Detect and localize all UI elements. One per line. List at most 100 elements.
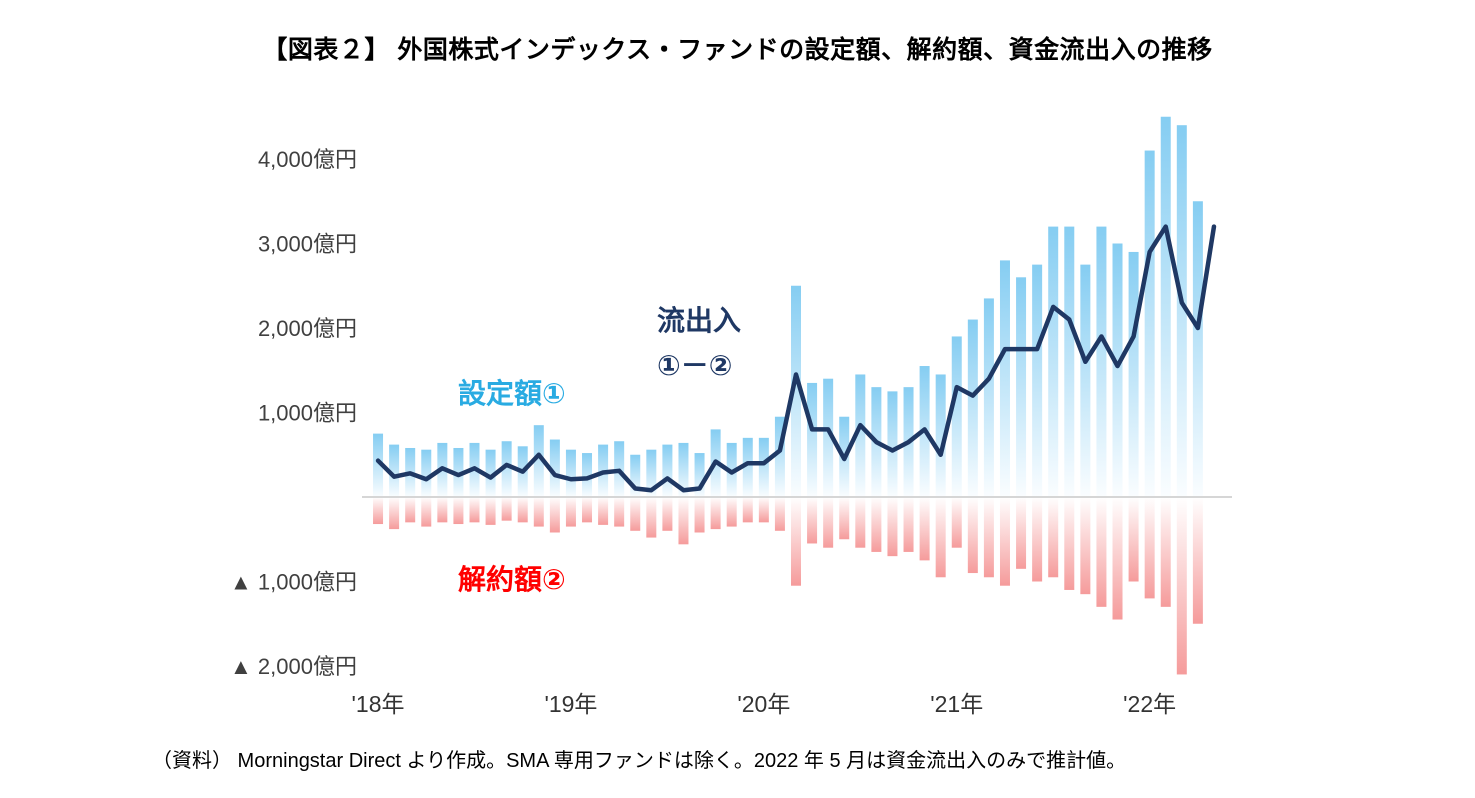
subscription-bar xyxy=(485,449,496,497)
subscription-bar xyxy=(791,285,801,497)
x-tick-label: '22年 xyxy=(1123,691,1176,717)
subscription-bar xyxy=(999,260,1010,497)
redemption-bar xyxy=(598,497,609,525)
redemption-bar xyxy=(678,497,689,545)
redemption-bar xyxy=(485,497,496,525)
redemption-bar xyxy=(1144,497,1155,599)
net-flow-line xyxy=(375,224,1217,493)
redemption-bar xyxy=(935,497,946,578)
redemption-bar xyxy=(501,497,512,521)
redemption-bar xyxy=(903,497,914,552)
redemption-bar xyxy=(389,497,400,530)
redemption-bar xyxy=(1064,497,1075,590)
subscription-bar xyxy=(1192,201,1203,497)
redemption-bar xyxy=(967,497,978,574)
subscription-bar xyxy=(823,378,834,497)
redemptions-label: 解約額② xyxy=(458,564,566,595)
subscription-bar xyxy=(1128,251,1139,497)
net-flow-label-line1: 流出入 xyxy=(657,305,742,336)
redemption-bar xyxy=(533,497,544,527)
x-tick-label: '18年 xyxy=(352,691,405,717)
subscription-bar xyxy=(549,439,560,497)
subscription-bar xyxy=(1112,243,1123,497)
subscription-bar xyxy=(533,425,544,497)
subscription-bar xyxy=(1144,150,1155,498)
redemption-bar xyxy=(1080,497,1091,595)
redemption-bar xyxy=(421,497,432,527)
subscription-bar xyxy=(742,437,753,497)
redemption-bar xyxy=(614,497,625,527)
redemption-bar xyxy=(887,497,898,557)
redemption-bar xyxy=(742,497,753,523)
y-tick-label: 3,000億円 xyxy=(258,232,357,257)
subscription-bar xyxy=(967,319,978,497)
redemption-bar xyxy=(1048,497,1059,578)
redemption-bar xyxy=(758,497,769,523)
subscription-bar xyxy=(807,382,818,497)
redemption-bar xyxy=(807,497,818,544)
x-tick-label: '19年 xyxy=(544,691,597,717)
redemption-bar xyxy=(1128,497,1139,582)
redemption-bar xyxy=(1160,497,1171,607)
redemption-bar xyxy=(983,497,994,578)
redemption-bar xyxy=(951,497,962,548)
redemption-bar xyxy=(582,497,593,523)
redemption-bar xyxy=(469,497,480,523)
subscription-bar xyxy=(774,416,785,497)
y-tick-label: ▲ 1,000億円 xyxy=(230,570,357,595)
redemption-bar xyxy=(694,497,705,533)
redemption-bar xyxy=(1192,497,1203,624)
chart-title: 【図表２】 外国株式インデックス・ファンドの設定額、解約額、資金流出入の推移 xyxy=(262,36,1213,64)
redemption-bar xyxy=(823,497,834,548)
subscription-bar xyxy=(662,444,673,497)
x-tick-label: '20年 xyxy=(737,691,790,717)
redemption-bar xyxy=(565,497,576,527)
y-tick-label: 2,000億円 xyxy=(258,316,357,341)
subscription-bar xyxy=(1064,226,1075,497)
subscription-bar xyxy=(1096,226,1107,497)
y-tick-label: 1,000億円 xyxy=(258,401,357,426)
subscription-bar xyxy=(1160,116,1171,497)
subscription-bar xyxy=(501,441,512,497)
redemption-bar xyxy=(1016,497,1027,569)
subscription-bar xyxy=(678,442,689,497)
subscription-bar xyxy=(646,449,657,497)
subscription-bar xyxy=(373,433,384,497)
redemption-bar xyxy=(517,497,528,523)
source-note: （資料） Morningstar Direct より作成。SMA 専用ファンドは… xyxy=(152,750,1127,772)
subscription-bar xyxy=(887,391,898,497)
subscription-bar xyxy=(389,444,400,497)
redemption-bar xyxy=(855,497,866,548)
redemption-bar xyxy=(791,497,801,586)
net-flow-label: 流出入 ①－② xyxy=(657,298,741,388)
subscription-bar xyxy=(630,454,641,497)
subscription-bar xyxy=(421,449,432,497)
redemption-bar xyxy=(373,497,384,525)
subscription-bar xyxy=(1016,277,1027,497)
redemption-bar xyxy=(662,497,673,531)
redemption-bar xyxy=(919,497,930,561)
redemption-bar xyxy=(1032,497,1043,582)
subscription-bar xyxy=(582,453,593,497)
net-flow-label-line2: ①－② xyxy=(657,350,733,381)
redemption-bar xyxy=(710,497,721,530)
redemption-bar xyxy=(1112,497,1123,620)
subscription-bar xyxy=(983,298,994,497)
subscription-bar xyxy=(758,437,769,497)
subscription-bar xyxy=(1032,264,1043,497)
subscription-bar xyxy=(1080,264,1091,497)
redemption-bar xyxy=(726,497,737,527)
redemption-bar xyxy=(646,497,657,538)
redemption-bar xyxy=(871,497,882,552)
redemption-bar xyxy=(1096,497,1107,607)
subscription-bar xyxy=(565,449,576,497)
x-tick-label: '21年 xyxy=(930,691,983,717)
redemption-bar xyxy=(405,497,416,523)
subscription-bar xyxy=(935,374,946,497)
y-tick-label: 4,000億円 xyxy=(258,147,357,172)
subscriptions-label: 設定額① xyxy=(458,378,566,409)
redemption-bar xyxy=(630,497,641,531)
redemption-bar xyxy=(453,497,464,525)
